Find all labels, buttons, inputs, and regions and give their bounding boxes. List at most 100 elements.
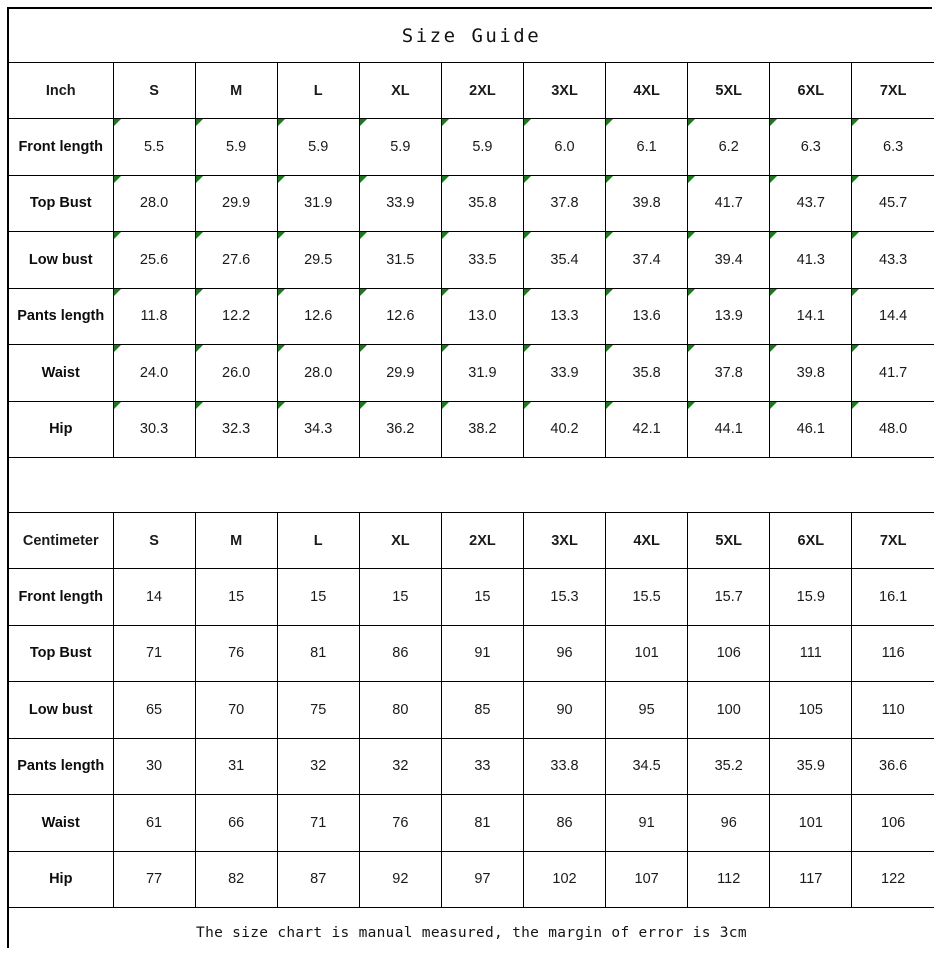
measure-cell: 6.3 [852, 119, 934, 176]
measure-cell: 66 [195, 795, 277, 852]
measure-cell: 26.0 [195, 345, 277, 402]
size-header-l: L [277, 513, 359, 569]
measure-cell: 116 [852, 625, 934, 682]
footer-note: The size chart is manual measured, the m… [9, 908, 934, 958]
measure-cell: 40.2 [523, 401, 605, 458]
measure-cell: 33.9 [359, 175, 441, 232]
measure-cell: 76 [195, 625, 277, 682]
measure-cell: 33.9 [523, 345, 605, 402]
measure-cell: 61 [113, 795, 195, 852]
measure-cell: 39.8 [606, 175, 688, 232]
measure-cell: 48.0 [852, 401, 934, 458]
measure-cell: 15 [359, 569, 441, 626]
size-header-m: M [195, 513, 277, 569]
size-header-4xl: 4XL [606, 513, 688, 569]
measure-cell: 91 [441, 625, 523, 682]
measure-cell: 35.9 [770, 738, 852, 795]
measure-cell: 41.7 [688, 175, 770, 232]
size-header-2xl: 2XL [441, 513, 523, 569]
measure-cell: 106 [852, 795, 934, 852]
measure-cell: 45.7 [852, 175, 934, 232]
measure-cell: 31.9 [277, 175, 359, 232]
measure-cell: 15 [277, 569, 359, 626]
measure-cell: 38.2 [441, 401, 523, 458]
row-label: Waist [9, 795, 113, 852]
measure-cell: 12.6 [277, 288, 359, 345]
measure-cell: 90 [523, 682, 605, 739]
measure-cell: 6.2 [688, 119, 770, 176]
measure-cell: 15 [441, 569, 523, 626]
measure-cell: 101 [770, 795, 852, 852]
size-header-2xl: 2XL [441, 63, 523, 119]
measure-cell: 34.3 [277, 401, 359, 458]
size-header-s: S [113, 513, 195, 569]
measure-cell: 77 [113, 851, 195, 908]
measure-cell: 5.9 [195, 119, 277, 176]
measure-cell: 13.3 [523, 288, 605, 345]
title-row: Size Guide [9, 9, 934, 63]
measure-cell: 82 [195, 851, 277, 908]
size-header-3xl: 3XL [523, 63, 605, 119]
measure-cell: 75 [277, 682, 359, 739]
row-label: Top Bust [9, 175, 113, 232]
measure-cell: 14 [113, 569, 195, 626]
measure-cell: 43.7 [770, 175, 852, 232]
size-header-7xl: 7XL [852, 513, 934, 569]
measure-cell: 13.9 [688, 288, 770, 345]
measure-cell: 29.5 [277, 232, 359, 289]
measure-cell: 35.2 [688, 738, 770, 795]
row-label: Waist [9, 345, 113, 402]
measure-cell: 81 [277, 625, 359, 682]
measure-cell: 12.6 [359, 288, 441, 345]
measure-cell: 44.1 [688, 401, 770, 458]
measure-cell: 42.1 [606, 401, 688, 458]
size-header-xl: XL [359, 513, 441, 569]
measure-cell: 71 [277, 795, 359, 852]
measure-cell: 65 [113, 682, 195, 739]
page-title-text: Size Guide [402, 25, 541, 47]
size-header-5xl: 5XL [688, 63, 770, 119]
size-header-s: S [113, 63, 195, 119]
measure-cell: 15.3 [523, 569, 605, 626]
measure-cell: 85 [441, 682, 523, 739]
size-header-xl: XL [359, 63, 441, 119]
measure-cell: 80 [359, 682, 441, 739]
measure-cell: 33.5 [441, 232, 523, 289]
measure-cell: 87 [277, 851, 359, 908]
measure-cell: 95 [606, 682, 688, 739]
measure-cell: 15.9 [770, 569, 852, 626]
measure-cell: 39.4 [688, 232, 770, 289]
measure-cell: 70 [195, 682, 277, 739]
measure-cell: 14.1 [770, 288, 852, 345]
row-label: Front length [9, 569, 113, 626]
measure-cell: 92 [359, 851, 441, 908]
measure-cell: 6.3 [770, 119, 852, 176]
measure-cell: 24.0 [113, 345, 195, 402]
measure-cell: 34.5 [606, 738, 688, 795]
measure-cell: 35.4 [523, 232, 605, 289]
row-label: Low bust [9, 682, 113, 739]
row-label: Pants length [9, 288, 113, 345]
measure-cell: 91 [606, 795, 688, 852]
measure-cell: 37.8 [688, 345, 770, 402]
size-header-6xl: 6XL [770, 513, 852, 569]
measure-cell: 30 [113, 738, 195, 795]
measure-cell: 106 [688, 625, 770, 682]
size-header-3xl: 3XL [523, 513, 605, 569]
measure-cell: 105 [770, 682, 852, 739]
measure-cell: 96 [523, 625, 605, 682]
measure-cell: 33.8 [523, 738, 605, 795]
measure-cell: 15.5 [606, 569, 688, 626]
measure-cell: 25.6 [113, 232, 195, 289]
measure-cell: 15.7 [688, 569, 770, 626]
measure-cell: 36.6 [852, 738, 934, 795]
measure-cell: 33 [441, 738, 523, 795]
